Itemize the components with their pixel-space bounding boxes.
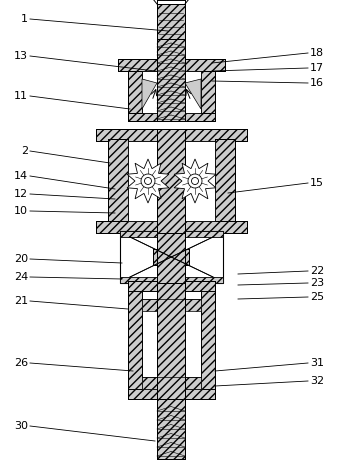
Bar: [120, 231, 223, 283]
Polygon shape: [142, 79, 157, 109]
Bar: [215, 139, 235, 223]
Text: 26: 26: [14, 358, 28, 368]
Bar: [157, 39, 185, 121]
Text: 23: 23: [310, 278, 324, 288]
Text: 14: 14: [14, 171, 28, 181]
Text: 30: 30: [14, 421, 28, 431]
Text: 31: 31: [310, 358, 324, 368]
Text: 17: 17: [310, 63, 324, 73]
Bar: [157, 231, 185, 283]
Bar: [108, 139, 128, 223]
Bar: [120, 231, 223, 237]
Bar: [157, 129, 185, 233]
Bar: [157, 281, 185, 399]
Text: 22: 22: [310, 266, 324, 276]
Polygon shape: [174, 159, 216, 203]
Bar: [157, 281, 185, 399]
Bar: [157, 37, 185, 119]
Bar: [153, 249, 189, 265]
Text: 15: 15: [310, 178, 324, 188]
Text: 25: 25: [310, 292, 324, 302]
Bar: [183, 377, 201, 389]
Bar: [128, 389, 215, 399]
Bar: [118, 59, 225, 71]
Text: 24: 24: [14, 272, 28, 282]
Circle shape: [191, 178, 199, 185]
Bar: [128, 281, 215, 399]
Bar: [183, 299, 201, 311]
Bar: [201, 71, 215, 116]
Polygon shape: [185, 79, 201, 109]
Bar: [128, 281, 215, 291]
Bar: [157, 4, 185, 39]
Bar: [157, 399, 185, 459]
Polygon shape: [127, 159, 169, 203]
Bar: [157, 37, 185, 119]
Bar: [157, 4, 185, 39]
Bar: [128, 281, 142, 399]
Bar: [157, 399, 185, 459]
Text: 1: 1: [21, 14, 28, 24]
Text: 21: 21: [14, 296, 28, 306]
Bar: [128, 141, 215, 221]
Bar: [157, 39, 185, 121]
Text: 12: 12: [14, 189, 28, 199]
Bar: [142, 71, 201, 113]
Bar: [96, 221, 247, 233]
Text: 18: 18: [310, 48, 324, 58]
Bar: [201, 281, 215, 399]
Bar: [96, 129, 247, 141]
Circle shape: [141, 174, 155, 188]
Text: 20: 20: [14, 254, 28, 264]
Circle shape: [188, 174, 202, 188]
Bar: [142, 299, 160, 311]
Text: 16: 16: [310, 78, 324, 88]
Bar: [120, 277, 223, 283]
Bar: [96, 221, 247, 233]
Bar: [128, 71, 142, 116]
Bar: [157, 4, 185, 39]
Bar: [201, 71, 215, 116]
Bar: [157, 4, 185, 39]
Bar: [96, 129, 247, 141]
Text: 2: 2: [21, 146, 28, 156]
Bar: [108, 139, 128, 223]
Text: 10: 10: [14, 206, 28, 216]
Bar: [157, 231, 185, 283]
Bar: [118, 59, 225, 71]
Bar: [153, 249, 189, 265]
Circle shape: [144, 178, 152, 185]
Text: 11: 11: [14, 91, 28, 101]
Bar: [157, 129, 185, 233]
Bar: [128, 113, 215, 121]
Bar: [215, 139, 235, 223]
Text: 32: 32: [310, 376, 324, 386]
Text: 13: 13: [14, 51, 28, 61]
Bar: [128, 71, 142, 116]
Bar: [142, 377, 160, 389]
Bar: [128, 113, 215, 121]
